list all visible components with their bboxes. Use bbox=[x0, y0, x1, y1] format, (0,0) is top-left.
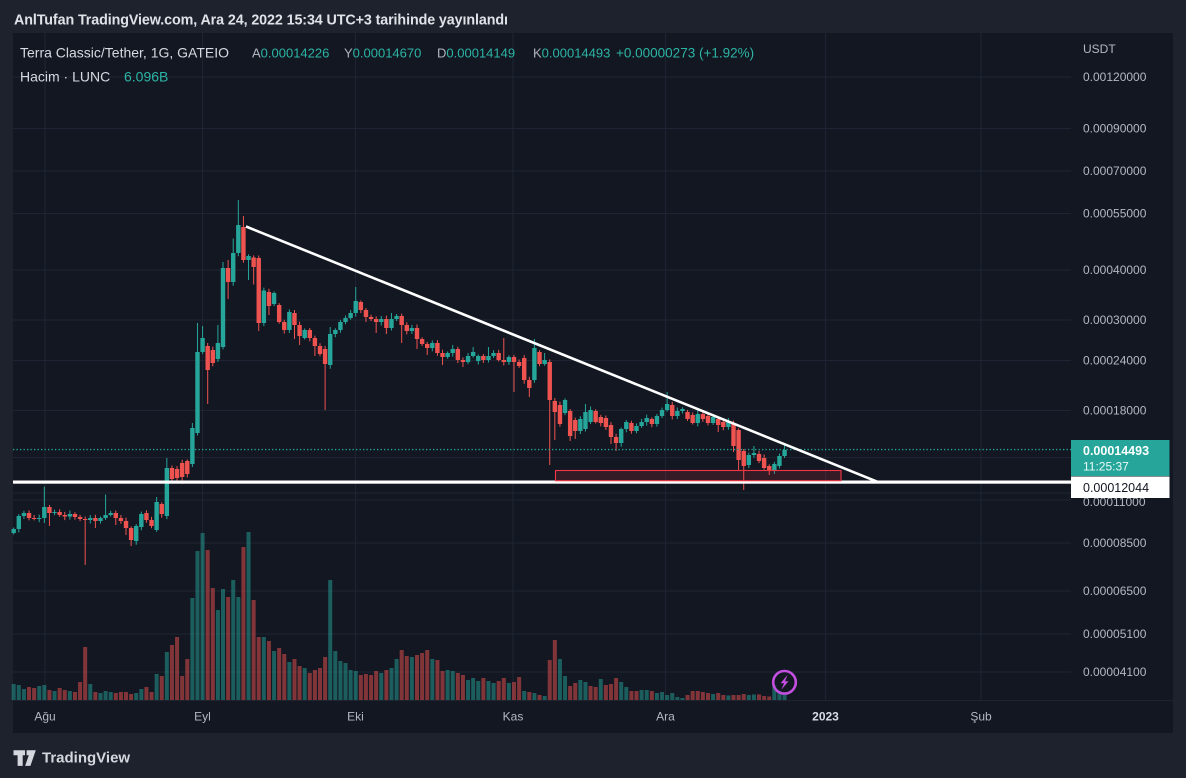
svg-text:USDT: USDT bbox=[1083, 42, 1116, 56]
svg-text:Terra Classic/Tether, 1G, GATE: Terra Classic/Tether, 1G, GATEIO bbox=[20, 45, 229, 61]
svg-text:Y0.00014670: Y0.00014670 bbox=[344, 46, 421, 61]
svg-text:0.00014493: 0.00014493 bbox=[1083, 444, 1149, 458]
svg-text:Eki: Eki bbox=[347, 710, 364, 724]
svg-text:0.00005100: 0.00005100 bbox=[1083, 627, 1147, 641]
svg-text:11:25:37: 11:25:37 bbox=[1083, 460, 1129, 474]
svg-text:0.00008500: 0.00008500 bbox=[1083, 536, 1147, 550]
svg-text:Kas: Kas bbox=[503, 710, 524, 724]
svg-text:0.00040000: 0.00040000 bbox=[1083, 263, 1147, 277]
svg-text:0.00024000: 0.00024000 bbox=[1083, 354, 1147, 368]
svg-text:0.00090000: 0.00090000 bbox=[1083, 122, 1147, 136]
svg-text:Hacim · LUNC: Hacim · LUNC bbox=[20, 69, 110, 85]
svg-text:2023: 2023 bbox=[812, 710, 839, 724]
svg-text:0.00018000: 0.00018000 bbox=[1083, 404, 1147, 418]
svg-text:0.00055000: 0.00055000 bbox=[1083, 207, 1147, 221]
svg-text:0.00030000: 0.00030000 bbox=[1083, 313, 1147, 327]
svg-text:TradingView: TradingView bbox=[42, 750, 130, 767]
svg-text:0.00006500: 0.00006500 bbox=[1083, 584, 1147, 598]
svg-text:AnlTufan TradingView.com, Ara: AnlTufan TradingView.com, Ara 24, 2022 1… bbox=[14, 13, 508, 29]
svg-text:A0.00014226: A0.00014226 bbox=[252, 46, 329, 61]
svg-text:0.00120000: 0.00120000 bbox=[1083, 70, 1147, 84]
svg-text:Şub: Şub bbox=[970, 710, 992, 724]
svg-text:0.00004100: 0.00004100 bbox=[1083, 665, 1147, 679]
svg-text:D0.00014149: D0.00014149 bbox=[437, 46, 515, 61]
svg-text:0.00012044: 0.00012044 bbox=[1083, 481, 1149, 495]
svg-text:Ağu: Ağu bbox=[34, 710, 55, 724]
svg-text:0.00070000: 0.00070000 bbox=[1083, 164, 1147, 178]
svg-text:Ara: Ara bbox=[656, 710, 675, 724]
svg-text:+0.00000273 (+1.92%): +0.00000273 (+1.92%) bbox=[616, 46, 754, 61]
svg-text:0.00011000: 0.00011000 bbox=[1083, 495, 1146, 509]
svg-text:K0.00014493: K0.00014493 bbox=[533, 46, 610, 61]
svg-text:Eyl: Eyl bbox=[194, 710, 211, 724]
svg-text:6.096B: 6.096B bbox=[124, 69, 168, 85]
